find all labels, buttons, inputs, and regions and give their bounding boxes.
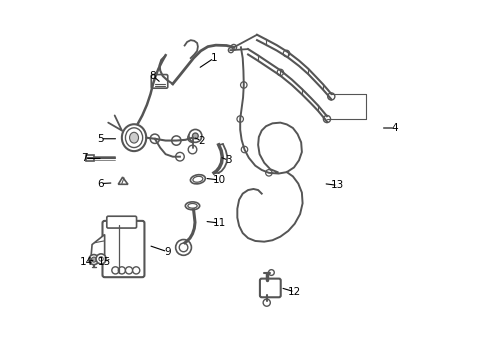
Circle shape [188,145,196,154]
Circle shape [91,257,96,262]
Ellipse shape [125,128,142,148]
Ellipse shape [193,176,203,182]
Circle shape [187,133,197,142]
Circle shape [175,239,191,255]
Circle shape [230,44,236,50]
Circle shape [188,130,202,142]
Ellipse shape [122,124,146,151]
Circle shape [112,267,119,274]
FancyBboxPatch shape [102,221,144,277]
Text: 2: 2 [198,136,204,145]
Text: 9: 9 [164,247,170,257]
Circle shape [175,152,184,161]
Text: 4: 4 [391,123,398,133]
FancyBboxPatch shape [260,279,280,297]
Circle shape [171,136,181,145]
Circle shape [118,267,125,274]
Text: 13: 13 [330,180,344,190]
Text: 7: 7 [81,153,88,163]
Circle shape [192,133,198,139]
Circle shape [132,267,140,274]
Circle shape [240,82,246,88]
Circle shape [265,170,271,176]
Circle shape [241,146,247,153]
Circle shape [125,267,132,274]
Circle shape [283,50,289,57]
Text: 12: 12 [287,287,301,297]
Circle shape [96,254,106,264]
Text: 11: 11 [212,218,225,228]
Text: 3: 3 [224,155,231,165]
Text: 15: 15 [98,257,111,267]
FancyBboxPatch shape [151,75,167,88]
Circle shape [277,69,283,76]
FancyBboxPatch shape [86,154,94,161]
Text: 5: 5 [97,134,103,144]
Polygon shape [91,234,104,259]
Circle shape [228,48,233,53]
Circle shape [263,299,270,306]
Text: 6: 6 [97,179,103,189]
FancyBboxPatch shape [106,216,136,228]
Polygon shape [118,177,128,184]
Text: 8: 8 [149,71,156,81]
Text: 1: 1 [210,53,217,63]
Circle shape [150,134,159,143]
Ellipse shape [129,132,138,143]
Ellipse shape [190,175,205,184]
Text: 14: 14 [80,257,93,267]
Ellipse shape [185,202,199,210]
Ellipse shape [187,203,197,208]
Text: 10: 10 [212,175,225,185]
Circle shape [89,255,99,265]
Circle shape [237,116,243,122]
